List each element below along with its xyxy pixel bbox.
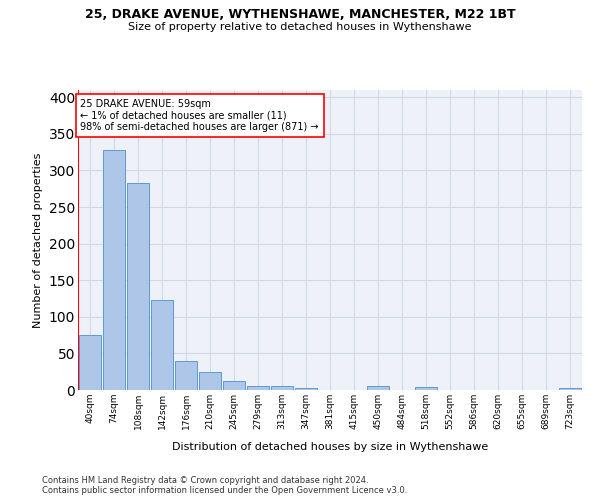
Text: Contains HM Land Registry data © Crown copyright and database right 2024.
Contai: Contains HM Land Registry data © Crown c… <box>42 476 407 495</box>
Bar <box>175 362 197 390</box>
Y-axis label: Number of detached properties: Number of detached properties <box>33 152 43 328</box>
Bar <box>271 386 293 390</box>
Bar <box>151 300 173 390</box>
Text: 25 DRAKE AVENUE: 59sqm
← 1% of detached houses are smaller (11)
98% of semi-deta: 25 DRAKE AVENUE: 59sqm ← 1% of detached … <box>80 99 319 132</box>
Bar <box>247 386 269 390</box>
Bar <box>223 381 245 390</box>
Bar <box>559 388 581 390</box>
Bar <box>295 388 317 390</box>
Bar <box>199 372 221 390</box>
Bar <box>103 150 125 390</box>
Bar <box>367 386 389 390</box>
Bar <box>79 335 101 390</box>
Bar <box>127 183 149 390</box>
Text: Size of property relative to detached houses in Wythenshawe: Size of property relative to detached ho… <box>128 22 472 32</box>
Text: 25, DRAKE AVENUE, WYTHENSHAWE, MANCHESTER, M22 1BT: 25, DRAKE AVENUE, WYTHENSHAWE, MANCHESTE… <box>85 8 515 20</box>
Bar <box>415 387 437 390</box>
Text: Distribution of detached houses by size in Wythenshawe: Distribution of detached houses by size … <box>172 442 488 452</box>
